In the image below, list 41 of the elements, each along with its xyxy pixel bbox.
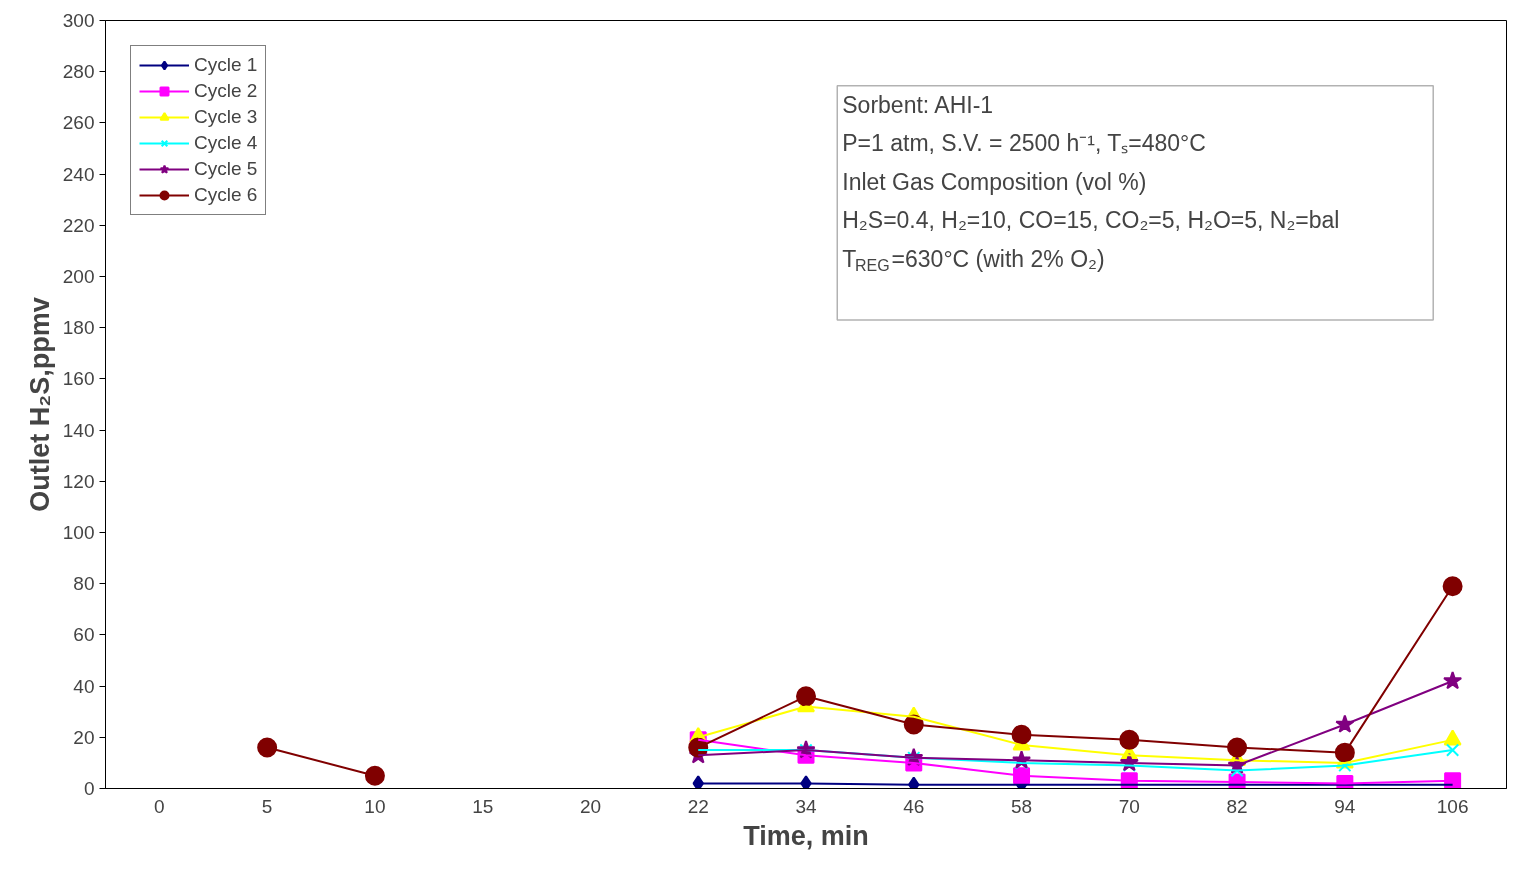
y-axis-title: Outlet H₂S,ppmv xyxy=(24,297,55,512)
y-tick-label: 140 xyxy=(62,419,95,441)
y-tick-label: 0 xyxy=(83,778,95,799)
legend-label: Cycle 2 xyxy=(194,80,258,102)
y-tick-label: 120 xyxy=(62,470,95,492)
y-tick-label: 180 xyxy=(62,317,95,339)
legend-label: Cycle 3 xyxy=(194,106,258,128)
x-tick-label: 94 xyxy=(1334,795,1356,817)
annotation: Sorbent: AHI-1 xyxy=(842,91,994,118)
x-tick-label: 82 xyxy=(1226,795,1248,817)
x-tick-label: 10 xyxy=(364,795,386,817)
y-tick-label: 40 xyxy=(73,675,95,697)
y-tick-label: 80 xyxy=(73,573,95,595)
y-tick-label: 20 xyxy=(73,726,95,748)
x-tick-label: 15 xyxy=(472,795,494,817)
annotation: H₂S=0.4, H₂=10, CO=15, CO₂=5, H₂O=5, N₂=bal xyxy=(842,207,1340,234)
y-tick-label: 300 xyxy=(62,10,95,31)
y-tick-label: 280 xyxy=(62,61,95,83)
annotation: Inlet Gas Composition (vol %) xyxy=(842,168,1147,195)
legend-label: Cycle 1 xyxy=(194,54,258,76)
x-axis-title: Time, min xyxy=(743,820,869,851)
x-tick-label: 46 xyxy=(903,795,925,817)
x-tick-label: 22 xyxy=(687,795,709,817)
legend-label: Cycle 6 xyxy=(194,184,258,206)
y-tick-label: 60 xyxy=(73,624,95,646)
legend-label: Cycle 4 xyxy=(194,132,258,154)
x-tick-label: 58 xyxy=(1010,795,1033,817)
y-tick-label: 240 xyxy=(62,163,95,185)
annotation: P=1 atm, S.V. = 2500 h⁻¹, Tₛ=480°C xyxy=(842,130,1206,157)
y-tick-label: 220 xyxy=(62,214,95,236)
y-tick-label: 260 xyxy=(62,112,95,134)
legend-label: Cycle 5 xyxy=(194,158,258,180)
x-tick-label: 34 xyxy=(795,795,817,817)
y-tick-label: 100 xyxy=(62,522,95,543)
y-tick-label: 200 xyxy=(62,266,95,287)
x-tick-label: 70 xyxy=(1118,795,1140,817)
y-tick-label: 160 xyxy=(62,368,95,390)
x-tick-label: 106 xyxy=(1436,795,1469,817)
x-tick-label: 20 xyxy=(579,795,602,817)
x-tick-label: 5 xyxy=(261,795,273,817)
x-tick-label: 0 xyxy=(154,795,165,817)
